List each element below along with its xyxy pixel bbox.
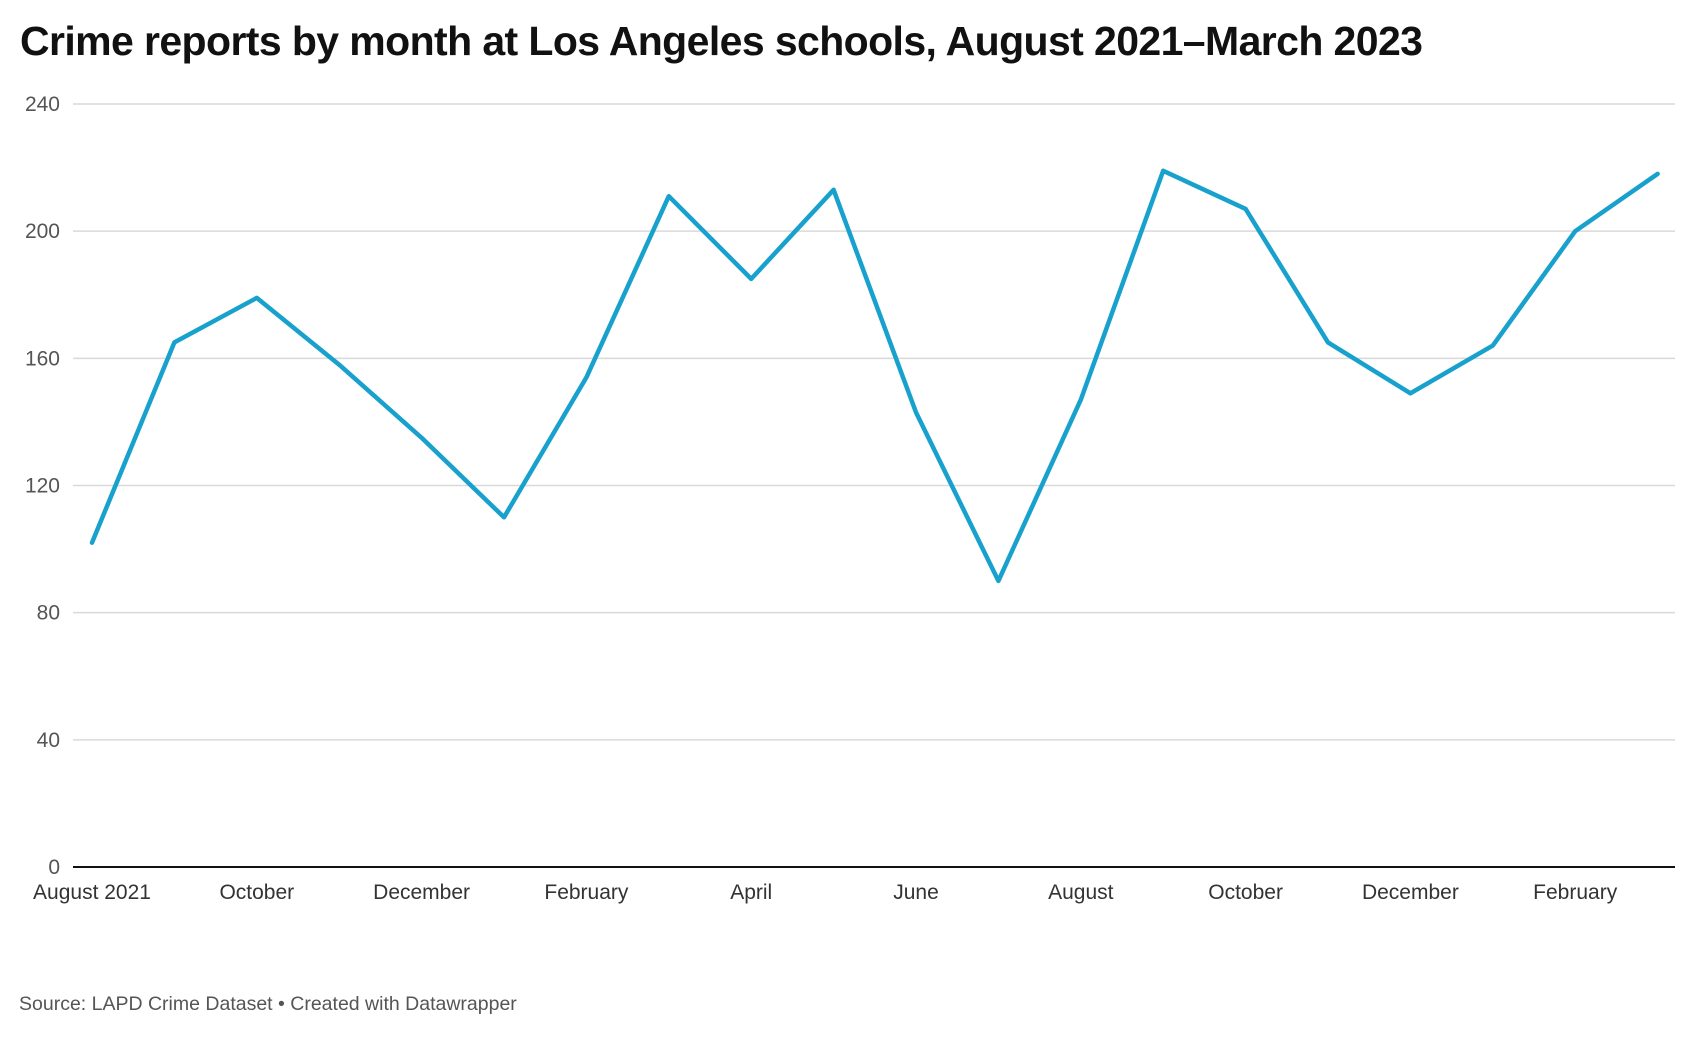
x-tick-label: December: [1362, 881, 1459, 904]
y-tick-label: 40: [37, 729, 60, 752]
x-tick-label: February: [544, 881, 629, 904]
y-tick-label: 240: [25, 93, 60, 116]
y-tick-label: 120: [25, 475, 60, 498]
y-tick-label: 200: [25, 220, 60, 243]
series-line: [89, 168, 1660, 584]
x-tick-label: June: [893, 881, 939, 904]
x-tick-label: August: [1048, 881, 1114, 904]
x-tick-label: October: [219, 881, 294, 904]
chart-title: Crime reports by month at Los Angeles sc…: [20, 18, 1423, 64]
x-tick-label: December: [373, 881, 470, 904]
y-axis-ticks: 0 40 80 120 160 200 240: [25, 93, 60, 879]
x-axis-ticks: August 2021 October December February April J…: [33, 881, 1618, 904]
x-tick-label: October: [1208, 881, 1283, 904]
y-tick-label: 0: [48, 856, 60, 879]
y-tick-label: 80: [37, 602, 60, 625]
x-tick-label: April: [730, 881, 772, 904]
x-tick-label: February: [1533, 881, 1618, 904]
source-note: Source: LAPD Crime Dataset • Created wit…: [19, 993, 517, 1015]
x-tick-label: August 2021: [33, 881, 151, 904]
y-tick-label: 160: [25, 347, 60, 370]
gridlines: [73, 103, 1675, 741]
series-lines: [89, 168, 1660, 584]
